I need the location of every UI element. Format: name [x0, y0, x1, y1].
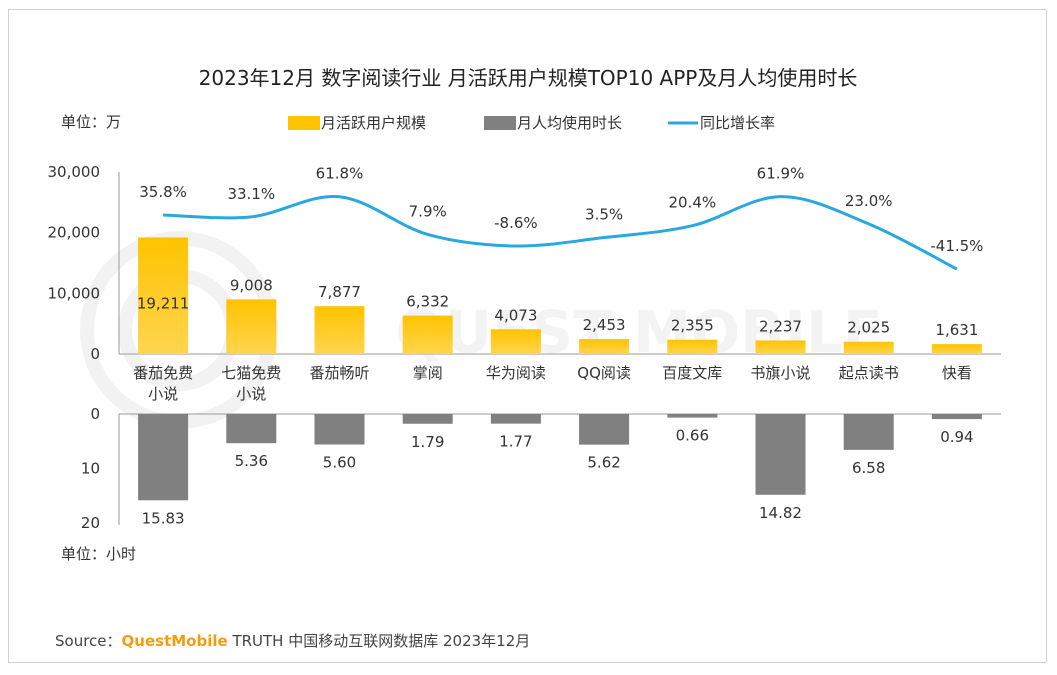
duration-bar	[931, 414, 982, 420]
legend-label-yoy: 同比增长率	[700, 114, 775, 132]
yoy-value-label: 7.9%	[409, 202, 447, 220]
mau-value-label: 9,008	[230, 276, 273, 294]
category-label: 书旗小说	[750, 364, 810, 382]
duration-value-label: 5.36	[235, 452, 268, 470]
mau-value-label: 7,877	[318, 283, 361, 301]
mau-value-label: 2,237	[759, 317, 802, 335]
yoy-line	[163, 195, 958, 271]
mau-bar	[490, 329, 541, 354]
category-label: 番茄畅听	[309, 364, 369, 382]
duration-value-label: 0.66	[676, 427, 709, 445]
mau-bar	[402, 315, 453, 354]
source-note: Source：QuestMobile TRUTH 中国移动互联网数据库 2023…	[55, 630, 530, 651]
chart-canvas: QUEST MOBILE 2023年12月 数字阅读行业 月活跃用户规模TOP10…	[48, 66, 1001, 563]
mau-bar	[667, 339, 718, 354]
duration-value-label: 6.58	[852, 459, 885, 477]
yoy-value-label: -8.6%	[494, 214, 538, 232]
yoy-value-label: 23.0%	[845, 192, 893, 210]
mau-value-label: 2,355	[671, 317, 714, 335]
mau-value-label: 6,332	[406, 293, 449, 311]
source-brand: QuestMobile	[121, 632, 228, 650]
bottom-y-tick-label: 10	[81, 460, 100, 478]
duration-bar	[755, 414, 806, 495]
category-label: 华为阅读	[486, 364, 546, 382]
legend-label-mau: 月活跃用户规模	[321, 114, 426, 132]
mau-bar	[226, 299, 277, 354]
duration-value-label: 14.82	[759, 504, 802, 522]
chart-frame: QUEST MOBILE 2023年12月 数字阅读行业 月活跃用户规模TOP10…	[8, 9, 1047, 663]
yoy-value-label: 61.8%	[316, 165, 364, 183]
top-y-tick-label: 30,000	[48, 163, 101, 181]
yoy-value-label: 20.4%	[668, 194, 716, 212]
duration-value-label: 5.62	[587, 454, 620, 472]
legend-swatch-mau	[288, 116, 320, 130]
category-label: 百度文库	[662, 364, 722, 382]
top-y-tick-label: 20,000	[48, 224, 101, 242]
yoy-value-label: -41.5%	[930, 237, 983, 255]
mau-value-label: 2,453	[583, 316, 626, 334]
duration-bar	[138, 414, 189, 501]
mau-value-label: 2,025	[847, 319, 890, 337]
mau-bar	[843, 341, 894, 354]
duration-value-label: 1.79	[411, 433, 444, 451]
bottom-y-tick-label: 20	[81, 514, 100, 532]
mau-value-label: 1,631	[935, 321, 978, 339]
yoy-value-label: 35.8%	[139, 183, 187, 201]
yoy-value-label: 33.1%	[227, 185, 275, 203]
legend-swatch-duration	[484, 116, 516, 130]
top-y-tick-label: 10,000	[48, 284, 101, 302]
duration-bar	[579, 414, 630, 445]
category-label: 起点读书	[839, 364, 899, 382]
bottom-unit-label: 单位：小时	[61, 545, 136, 563]
yoy-value-label: 3.5%	[585, 206, 623, 224]
duration-value-label: 1.77	[499, 433, 532, 451]
source-prefix: Source：	[55, 632, 122, 650]
mau-value-label: 19,211	[137, 295, 190, 313]
duration-bar	[402, 414, 453, 424]
duration-value-label: 0.94	[940, 428, 973, 446]
mau-bar	[314, 306, 365, 354]
category-label: 七猫免费	[221, 364, 281, 382]
bottom-y-tick-label: 0	[90, 405, 100, 423]
duration-bar	[667, 414, 718, 418]
mau-bar	[755, 340, 806, 354]
duration-bar	[226, 414, 277, 444]
category-label: 番茄免费	[133, 364, 193, 382]
duration-value-label: 5.60	[323, 454, 356, 472]
category-label: 快看	[942, 364, 972, 382]
duration-value-label: 15.83	[142, 509, 185, 527]
chart-title: 2023年12月 数字阅读行业 月活跃用户规模TOP10 APP及月人均使用时长	[199, 66, 858, 90]
legend-label-duration: 月人均使用时长	[517, 114, 622, 132]
category-label: QQ阅读	[577, 364, 631, 382]
watermark-text: QUEST MOBILE	[396, 298, 883, 366]
category-label: 小说	[148, 385, 178, 403]
category-label: 小说	[236, 385, 266, 403]
mau-value-label: 4,073	[494, 306, 537, 324]
mau-bar	[138, 237, 189, 354]
yoy-value-label: 61.9%	[757, 165, 805, 183]
source-suffix: TRUTH 中国移动互联网数据库 2023年12月	[227, 632, 531, 650]
category-label: 掌阅	[413, 364, 443, 382]
duration-bar	[490, 414, 541, 424]
duration-bar	[843, 414, 894, 450]
top-unit-label: 单位：万	[61, 113, 121, 131]
mau-bar	[579, 339, 630, 354]
top-y-tick-label: 0	[90, 345, 100, 363]
duration-bar	[314, 414, 365, 445]
mau-bar	[931, 344, 982, 354]
